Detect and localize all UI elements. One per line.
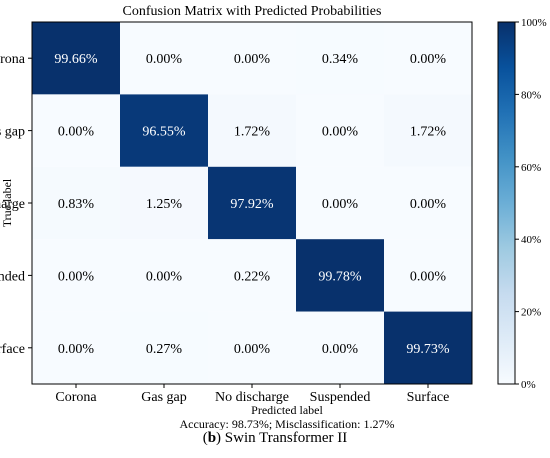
x-tick-label: No discharge [215, 390, 289, 405]
cell-value-label: 1.72% [410, 125, 447, 140]
heatmap-cells: 99.66% 0.00% 0.00% 0.34% 0.00% 0.00% 96.55% 1.7… [32, 22, 472, 384]
cell-value-label: 0.00% [322, 197, 359, 212]
x-tick-label: Suspended [310, 390, 371, 405]
accuracy-summary: Accuracy: 98.73%; Misclassification: 1.2… [180, 417, 395, 430]
heatmap-cell [296, 94, 384, 167]
heatmap-cell [32, 94, 120, 167]
cell-value-label: 1.72% [234, 125, 271, 140]
cell-value-label: 0.00% [410, 197, 447, 212]
cell-value-label: 0.34% [322, 52, 359, 67]
heatmap-cell [208, 239, 296, 312]
cell-value-label: 96.55% [142, 125, 186, 140]
heatmap-cell [384, 94, 472, 167]
cell-value-label: 0.00% [146, 269, 183, 284]
heatmap-cell [32, 311, 120, 384]
heatmap-cell [208, 311, 296, 384]
figure-caption: (b) Swin Transformer II [0, 430, 550, 447]
x-axis-label: Predicted label [251, 403, 323, 417]
cell-value-label: 0.00% [58, 342, 95, 357]
y-tick-label: Surface [0, 342, 25, 357]
heatmap-cell [384, 311, 472, 384]
heatmap-cell [384, 239, 472, 312]
cell-value-label: 99.78% [318, 269, 362, 284]
colorbar [497, 21, 516, 385]
cell-value-label: 0.00% [234, 52, 271, 67]
x-tick-label: Gas gap [141, 390, 187, 405]
heatmap-cell [208, 22, 296, 95]
colorbar-tick-label: 0% [521, 379, 536, 391]
cell-value-label: 0.00% [322, 125, 359, 140]
heatmap-cell [384, 22, 472, 95]
cell-value-label: 0.00% [58, 269, 95, 284]
cell-value-label: 99.66% [54, 52, 98, 67]
caption-letter: b [207, 430, 217, 446]
heatmap-cell [120, 94, 208, 167]
colorbar-ticks: 0% 20% 40% 60% 80% 100% [515, 17, 547, 391]
heatmap-cell [32, 22, 120, 95]
chart-title: Confusion Matrix with Predicted Probabil… [123, 4, 382, 19]
cell-value-label: 0.00% [234, 342, 271, 357]
heatmap-cell [32, 166, 120, 240]
x-tick-labels: Corona Gas gap No discharge Suspended Surfac… [55, 384, 449, 405]
heatmap-cell [120, 166, 208, 240]
colorbar-tick-label: 100% [521, 17, 547, 29]
heatmap-cell [120, 239, 208, 312]
colorbar-tick-label: 40% [521, 234, 541, 246]
cell-value-label: 0.22% [234, 269, 271, 284]
heatmap-cell [208, 94, 296, 167]
heatmap-cell [296, 311, 384, 384]
heatmap-cell [32, 239, 120, 312]
cell-value-label: 0.27% [146, 342, 183, 357]
caption-prefix: ( [202, 430, 208, 446]
heatmap-cell [384, 166, 472, 240]
cell-value-label: 99.73% [406, 342, 450, 357]
cell-value-label: 0.00% [410, 269, 447, 284]
y-tick-label: Gas gap [0, 125, 25, 140]
heatmap-cell [296, 22, 384, 95]
x-tick-label: Corona [55, 390, 97, 405]
cell-value-label: 0.83% [58, 197, 95, 212]
y-axis-label: True label [0, 178, 14, 227]
heatmap-cell [296, 166, 384, 240]
cell-value-label: 0.00% [322, 342, 359, 357]
cell-value-label: 1.25% [146, 197, 183, 212]
y-tick-label: Suspended [0, 269, 25, 284]
colorbar-tick-label: 20% [521, 307, 541, 319]
cell-value-label: 0.00% [410, 52, 447, 67]
heatmap-cell [296, 239, 384, 312]
confusion-matrix-chart: Confusion Matrix with Predicted Probabil… [0, 4, 547, 430]
caption-text: ) Swin Transformer II [216, 430, 348, 446]
colorbar-tick-label: 80% [521, 89, 541, 101]
y-tick-labels: Corona Gas gap No discharge Suspended Surfac… [0, 52, 32, 357]
heatmap-cell [120, 22, 208, 95]
heatmap-cell [120, 311, 208, 384]
colorbar-tick-label: 60% [521, 162, 541, 174]
cell-value-label: 97.92% [230, 197, 274, 212]
heatmap-cell [208, 166, 296, 240]
y-tick-label: No discharge [0, 197, 25, 212]
x-tick-label: Surface [407, 390, 450, 405]
cell-value-label: 0.00% [146, 52, 183, 67]
y-tick-label: Corona [0, 52, 26, 67]
cell-value-label: 0.00% [58, 125, 95, 140]
